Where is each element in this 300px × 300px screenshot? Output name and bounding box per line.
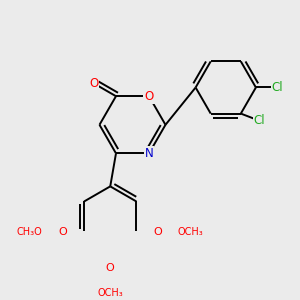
Text: O: O: [58, 226, 67, 237]
Text: Cl: Cl: [254, 114, 265, 127]
Text: N: N: [145, 147, 153, 160]
Text: CH₃O: CH₃O: [17, 226, 43, 237]
Text: OCH₃: OCH₃: [178, 226, 204, 237]
Text: O: O: [154, 226, 162, 237]
Text: O: O: [106, 263, 115, 273]
Text: O: O: [144, 90, 154, 103]
Text: Cl: Cl: [272, 81, 283, 94]
Text: OCH₃: OCH₃: [98, 288, 123, 298]
Text: O: O: [89, 77, 98, 90]
